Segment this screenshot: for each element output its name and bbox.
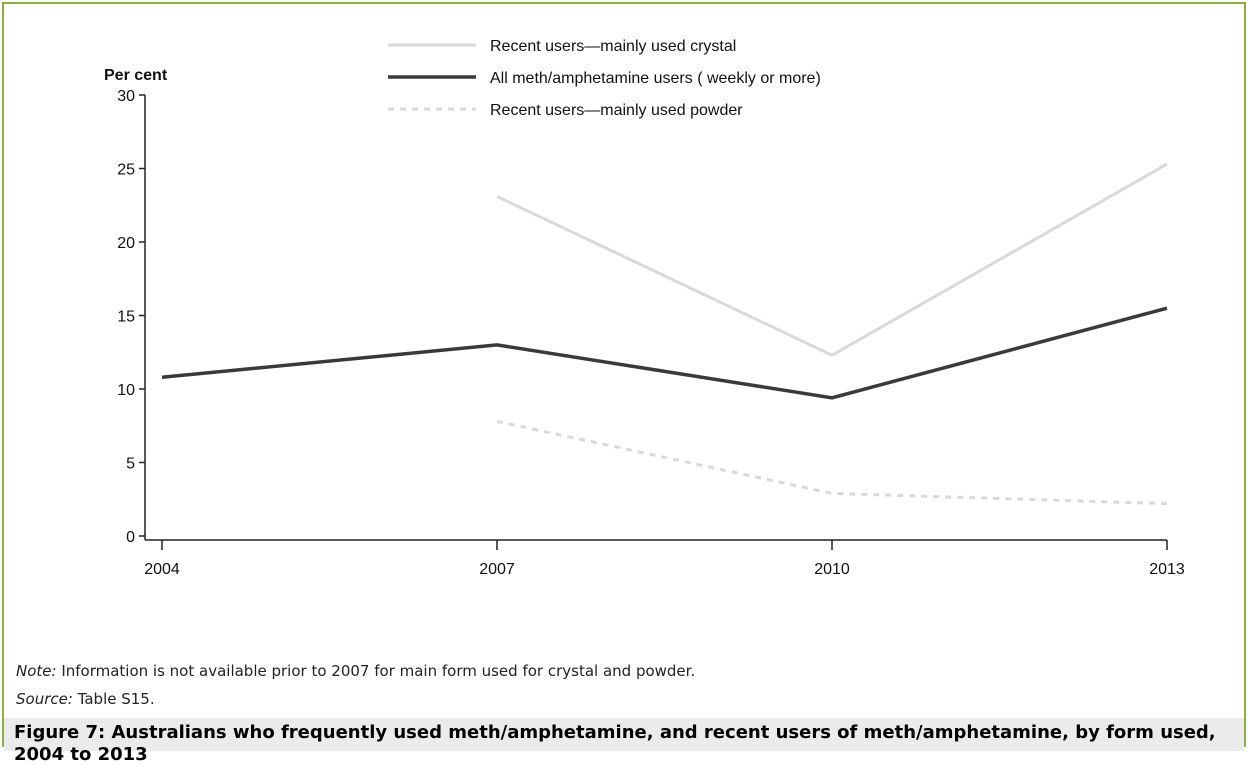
y-axis-label: Per cent — [104, 67, 168, 84]
y-tick-label: 5 — [126, 456, 135, 473]
y-tick-label: 10 — [117, 382, 135, 399]
chart-series — [161, 162, 1168, 506]
series-line-2 — [161, 306, 1168, 400]
series-line-3 — [496, 419, 1168, 506]
y-tick-label: 30 — [117, 88, 135, 105]
line-chart: Recent users—mainly used crystal All meth… — [104, 38, 1185, 578]
legend-label-1: Recent users—mainly used crystal — [490, 38, 736, 55]
y-tick-label: 20 — [117, 235, 135, 252]
figure-title-background — [4, 718, 1244, 751]
note-text: Information is not available prior to 20… — [56, 662, 696, 680]
figure-title: Figure 7: Australians who frequently use… — [14, 722, 1216, 765]
x-tick-label: 2010 — [814, 561, 850, 578]
note-label: Note: — [16, 662, 57, 680]
chart-note: Note: Information is not available prior… — [16, 662, 695, 680]
x-tick-label: 2013 — [1149, 561, 1185, 578]
x-tick-label: 2004 — [144, 561, 180, 578]
y-tick-label: 25 — [117, 162, 135, 179]
source-text: Table S15. — [72, 690, 155, 708]
y-tick-label: 0 — [126, 529, 135, 546]
x-tick-label: 2007 — [479, 561, 515, 578]
chart-legend: Recent users—mainly used crystal All meth… — [388, 38, 821, 119]
chart-axes: 0 5 10 15 20 25 30 2004 2007 2010 2013 — [117, 88, 1185, 578]
chart-source: Source: Table S15. — [16, 690, 155, 708]
y-tick-label: 15 — [117, 309, 135, 326]
series-line-1 — [496, 162, 1168, 357]
legend-label-2: All meth/amphetamine users ( weekly or m… — [490, 70, 821, 87]
figure-frame — [2, 2, 1246, 747]
source-label: Source: — [16, 690, 73, 708]
legend-label-3: Recent users—mainly used powder — [490, 102, 743, 119]
